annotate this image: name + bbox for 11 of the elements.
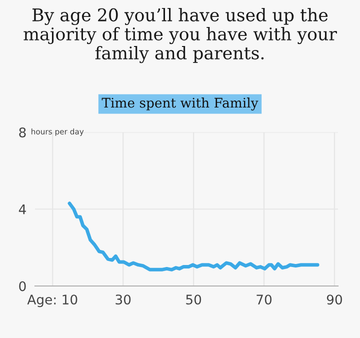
chart-subtitle: Time spent with Family xyxy=(102,98,258,110)
x-tick-label: 90 xyxy=(326,294,342,305)
x-tick-label: 30 xyxy=(116,294,131,305)
chart-title: By age 20 you’ll have used up the majority of time you have with your family and parents. xyxy=(24,8,337,64)
x-tick-label: 50 xyxy=(186,294,202,305)
line-series xyxy=(68,202,320,272)
x-tick-label: Age: 10 xyxy=(27,294,78,308)
y-tick-label: 0 xyxy=(19,281,26,292)
y-tick-label: 8 xyxy=(19,127,26,138)
y-tick-label: 4 xyxy=(18,204,26,214)
x-tick-label: 70 xyxy=(256,294,272,305)
